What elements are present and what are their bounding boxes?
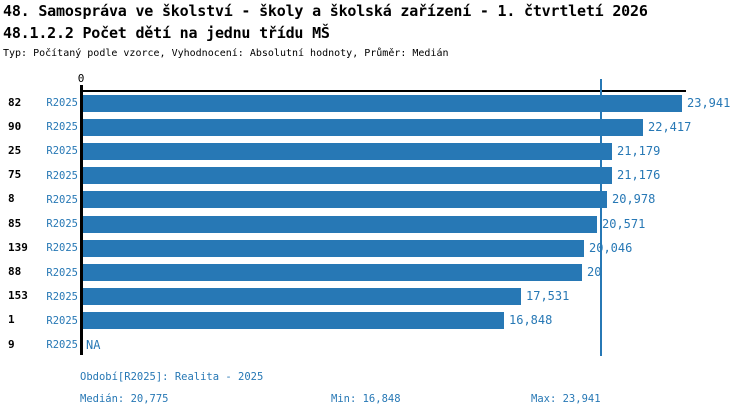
chart-meta-line: Typ: Počítaný podle vzorce, Vyhodnocení:…	[3, 48, 449, 59]
row-category-label: 75	[8, 168, 22, 182]
value-label: 21,176	[617, 168, 661, 183]
value-bar[interactable]	[83, 239, 584, 257]
row-category-label: 8	[8, 192, 15, 206]
row-category-label: 85	[8, 216, 22, 230]
value-label: 20	[587, 265, 602, 280]
value-bar[interactable]	[83, 142, 612, 160]
value-label: 20,046	[589, 240, 633, 255]
row-category-label: 90	[8, 119, 22, 133]
row-period-label: R2025	[46, 218, 78, 231]
footer-median-stat: Medián: 20,775	[80, 393, 169, 405]
row-period-label: R2025	[46, 121, 78, 134]
x-axis-line	[80, 90, 686, 92]
row-category-label: 25	[8, 143, 22, 157]
row-category-label: 88	[8, 265, 22, 279]
value-bar[interactable]	[83, 215, 597, 233]
row-category-label: 1	[8, 313, 15, 327]
row-period-label: R2025	[46, 242, 78, 255]
value-label: 17,531	[526, 289, 570, 304]
row-period-label: R2025	[46, 266, 78, 279]
value-bar[interactable]	[83, 167, 612, 185]
y-axis-line	[80, 85, 83, 355]
row-period-label: R2025	[46, 97, 78, 109]
row-category-label: 9	[8, 337, 15, 351]
x-axis-zero-tick-label: 0	[77, 72, 85, 85]
value-label: 23,941	[687, 95, 731, 110]
value-label: 20,571	[602, 216, 646, 231]
footer-period-legend: Období[R2025]: Realita - 2025	[80, 371, 264, 383]
footer-min-stat: Min: 16,848	[331, 393, 401, 405]
value-label: 21,179	[617, 143, 661, 158]
value-bar[interactable]	[83, 118, 643, 136]
value-bar[interactable]	[83, 288, 521, 306]
value-bar[interactable]	[83, 264, 582, 282]
median-line	[600, 79, 602, 356]
value-label: 22,417	[648, 119, 692, 134]
chart-title: 48.1.2.2 Počet dětí na jednu třídu MŠ	[3, 24, 330, 42]
value-bar[interactable]	[83, 94, 682, 112]
na-label: NA	[86, 337, 101, 352]
row-period-label: R2025	[46, 290, 78, 303]
row-category-label: 139	[8, 240, 28, 254]
row-period-label: R2025	[46, 314, 78, 327]
value-bar[interactable]	[83, 191, 607, 209]
row-period-label: R2025	[46, 339, 78, 352]
row-category-label: 82	[8, 95, 22, 109]
row-period-label: R2025	[46, 193, 78, 206]
value-label: 20,978	[612, 192, 656, 207]
footer-max-stat: Max: 23,941	[531, 393, 601, 405]
page-title: 48. Samospráva ve školství - školy a ško…	[3, 2, 648, 20]
row-period-label: R2025	[46, 169, 78, 182]
value-bar[interactable]	[83, 312, 504, 330]
row-category-label: 153	[8, 289, 28, 303]
row-period-label: R2025	[46, 145, 78, 158]
value-label: 16,848	[509, 313, 553, 328]
